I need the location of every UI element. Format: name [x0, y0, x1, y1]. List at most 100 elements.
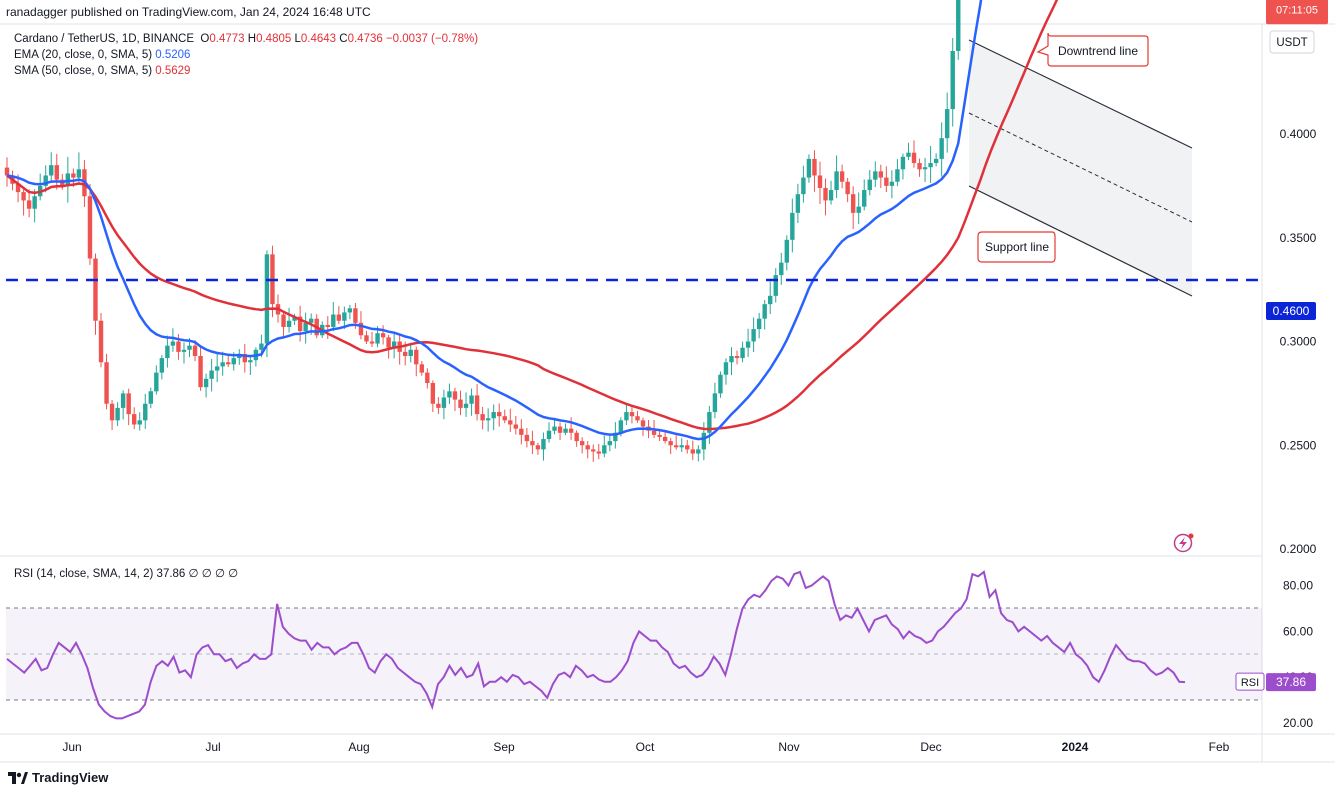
candle-body: [640, 420, 646, 427]
candle: [740, 341, 745, 363]
candle: [513, 416, 519, 435]
candle: [679, 438, 684, 452]
change-value: −0.0037 (−0.78%): [385, 33, 479, 45]
candle-body: [259, 343, 264, 350]
open-value: 0.4773: [209, 33, 245, 45]
candle: [690, 440, 695, 461]
time-tick-label: Jun: [62, 740, 81, 754]
candle: [43, 165, 48, 193]
candle-body: [480, 414, 485, 421]
callout-box: [1036, 32, 1149, 67]
candle-body: [801, 177, 806, 195]
rsi-legend[interactable]: RSI (14, close, SMA, 14, 2) 37.86 ∅ ∅ ∅ …: [14, 566, 238, 580]
candle-body: [917, 163, 922, 170]
candle: [801, 165, 806, 203]
candle: [248, 354, 253, 376]
symbol-legend: Cardano / TetherUS, 1D, BINANCE O0.4773 …: [14, 31, 478, 47]
candle-body: [563, 428, 568, 433]
candle: [773, 268, 778, 303]
candle: [98, 313, 104, 368]
candle: [336, 306, 342, 324]
candle-body: [26, 200, 32, 209]
candle: [563, 423, 568, 436]
candle: [596, 443, 601, 460]
candle-body: [568, 428, 574, 433]
candle-body: [220, 362, 225, 367]
candle-body: [187, 345, 192, 350]
candle-body: [834, 171, 839, 191]
candle: [629, 405, 635, 424]
candle-body: [795, 194, 801, 213]
support-callout[interactable]: Support line: [977, 231, 1056, 263]
candle: [26, 189, 32, 218]
candle: [143, 393, 148, 429]
rsi-tick-label: 60.00: [1283, 624, 1313, 638]
candle: [756, 312, 762, 339]
candle: [87, 183, 93, 265]
candle: [878, 164, 884, 189]
candle-body: [203, 378, 209, 388]
candle-body: [508, 420, 513, 425]
candle-body: [624, 412, 629, 421]
candle-body: [574, 432, 579, 442]
candle: [386, 334, 391, 359]
sma-legend[interactable]: SMA (50, close, 0, SMA, 5) 0.5629: [14, 63, 190, 79]
price-axis[interactable]: 0.65000.60000.55000.50000.40000.35000.30…: [1269, 0, 1317, 556]
footer-brand[interactable]: TradingView: [8, 770, 108, 785]
candle: [281, 310, 286, 339]
candle-body: [214, 366, 220, 371]
tag-value-bg: [1266, 673, 1316, 692]
candle-body: [513, 424, 519, 429]
candle-body: [828, 190, 834, 201]
candle-body: [535, 445, 541, 450]
candle-body: [347, 308, 353, 313]
candle-body: [734, 356, 740, 359]
candle: [956, 0, 961, 60]
time-axis[interactable]: Jun Jul Aug Sep Oct Nov Dec 2024 Feb: [62, 740, 1229, 754]
tag-label: RSI: [1241, 677, 1259, 689]
low-label: L: [294, 33, 301, 45]
candle-body: [546, 430, 552, 440]
candle: [364, 330, 369, 345]
candle-body: [856, 206, 861, 213]
candle-body: [707, 412, 712, 433]
candle-body: [452, 391, 458, 400]
ema-legend[interactable]: EMA (20, close, 0, SMA, 5) 0.5206: [14, 47, 190, 63]
support-trend-line[interactable]: [968, 185, 1193, 297]
candle: [165, 335, 170, 368]
candle-body: [115, 407, 120, 421]
candle: [270, 245, 275, 318]
candle-body: [635, 416, 640, 421]
candle: [707, 406, 712, 444]
candle: [137, 412, 142, 431]
lightning-icon[interactable]: [1173, 533, 1194, 553]
candle-body: [170, 341, 176, 346]
candle-body: [148, 391, 153, 404]
candle-body: [519, 428, 524, 435]
downtrend-callout[interactable]: Downtrend line: [1036, 32, 1149, 67]
candle: [203, 373, 209, 398]
candle-body: [132, 414, 137, 425]
time-tick-label: Dec: [920, 740, 941, 754]
candle: [159, 355, 165, 380]
candle-body: [71, 173, 76, 178]
candle-body: [779, 262, 784, 276]
candle: [414, 346, 419, 377]
rsi-label: RSI (14, close, SMA, 14, 2): [14, 568, 154, 580]
candle-body: [358, 322, 364, 336]
candle: [447, 383, 452, 405]
candle-body: [662, 436, 668, 442]
candle: [845, 177, 850, 203]
candle-body: [364, 335, 369, 342]
candle: [867, 169, 872, 196]
downtrend-line[interactable]: [968, 39, 1193, 149]
price-tick-label: 0.4000: [1280, 127, 1317, 141]
time-tick-label: Jul: [205, 740, 220, 754]
time-tick-label: Oct: [636, 740, 655, 754]
ema-label: EMA (20, close, 0, SMA, 5): [14, 49, 153, 61]
tag-countdown: 07:11:05: [1276, 4, 1318, 16]
rsi-tick-label: 80.00: [1283, 579, 1313, 593]
candle: [264, 250, 270, 358]
